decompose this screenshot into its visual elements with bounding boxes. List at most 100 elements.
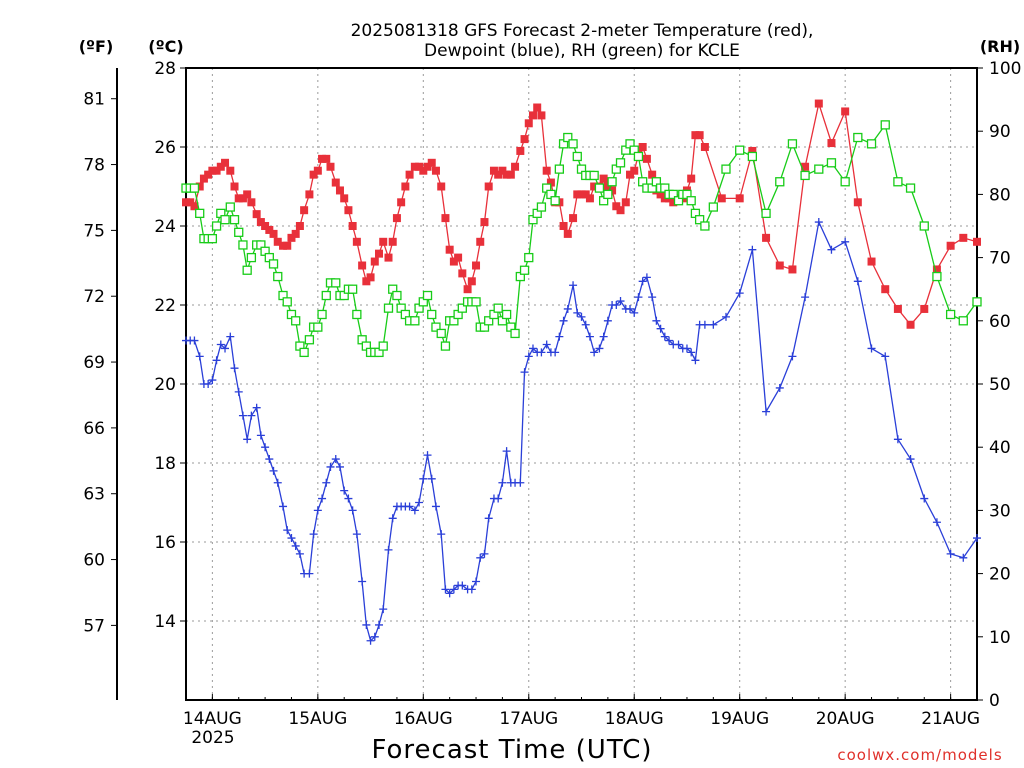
dewpoint-point: [370, 632, 379, 641]
temperature-point: [472, 261, 481, 270]
temperature-point: [186, 198, 195, 207]
fahrenheit-tick-label: 66: [83, 419, 105, 439]
temperature-point: [313, 166, 322, 175]
temperature-point: [687, 174, 696, 183]
temperature-point: [362, 277, 371, 286]
rh-point: [510, 328, 520, 339]
celsius-axis-unit: (ºC): [148, 37, 183, 56]
dewpoint-point: [973, 534, 981, 543]
dewpoint-point: [959, 553, 968, 562]
rh-point: [331, 278, 341, 288]
temperature-point: [524, 119, 533, 128]
dewpoint-point: [520, 368, 529, 377]
rh-point: [668, 189, 678, 200]
dewpoint-point: [480, 549, 489, 558]
temperature-point: [300, 206, 309, 215]
rh-point: [501, 309, 512, 320]
temperature-point: [397, 198, 406, 207]
rh-point: [800, 170, 810, 181]
temperature-point: [384, 253, 393, 262]
temperature-point: [695, 131, 704, 140]
temperature-point: [216, 162, 225, 171]
dewpoint-point: [920, 494, 929, 503]
temperature-point: [946, 241, 955, 250]
rh-point: [905, 183, 916, 193]
rh-point: [594, 183, 605, 193]
rh-tick-label: 80: [989, 185, 1011, 205]
rh-point: [686, 196, 696, 206]
x-axis-title: Forecast Time (UTC): [371, 735, 652, 765]
temperature-point: [559, 222, 568, 230]
temperature-point: [208, 166, 217, 175]
temperature-point: [405, 170, 414, 179]
rh-point: [422, 290, 433, 301]
x-tick-label: 14AUG: [183, 709, 242, 729]
fahrenheit-tick-label: 78: [83, 156, 105, 176]
dewpoint-point: [665, 336, 674, 345]
temperature-point: [801, 162, 810, 171]
temperature-point: [344, 206, 353, 215]
dewpoint-point: [204, 380, 213, 388]
dewpoint-point: [313, 506, 322, 515]
dewpoint-point: [195, 352, 204, 361]
dewpoint-point: [542, 340, 551, 349]
temperature-point: [563, 229, 572, 238]
temperature-point: [358, 261, 367, 270]
rh-point: [436, 328, 446, 339]
temperature-point: [577, 190, 586, 199]
dewpoint-point: [256, 431, 265, 440]
temperature-point: [265, 225, 274, 234]
rh-axis-unit: (RH): [980, 37, 1020, 56]
dewpoint-point: [226, 332, 235, 341]
dewpoint-point: [305, 569, 314, 578]
rh-point: [378, 341, 388, 351]
rh-point: [189, 183, 200, 193]
temperature-point: [827, 139, 836, 148]
dewpoint-point: [634, 293, 643, 302]
rh-point: [589, 170, 599, 181]
temperature-point: [252, 210, 261, 219]
rh-point: [273, 271, 283, 282]
rh-point: [550, 196, 560, 206]
rh-point: [242, 265, 252, 275]
rh-tick-label: 10: [989, 628, 1011, 648]
temperature-point: [256, 218, 265, 227]
rh-point: [615, 158, 626, 168]
dewpoint-point: [528, 344, 537, 353]
rh-tick-label: 0: [989, 691, 1000, 711]
dewpoint-point: [221, 344, 230, 353]
temperature-point: [458, 269, 467, 278]
dewpoint-point: [494, 494, 503, 503]
rh-tick-label: 20: [989, 565, 1011, 585]
rh-point: [826, 158, 837, 168]
temperature-point: [616, 206, 625, 215]
temperature-point: [906, 320, 915, 329]
dewpoint-point: [867, 344, 876, 353]
dewpoint-point: [853, 277, 862, 286]
dewpoint-point: [449, 585, 458, 594]
series-layer: [181, 99, 982, 645]
dewpoint-point: [472, 577, 481, 586]
rh-point: [700, 221, 710, 231]
temperature-point: [221, 158, 230, 167]
dewpoint-point: [687, 348, 696, 357]
x-tick-label: 16AUG: [394, 709, 453, 729]
dewpoint-point: [230, 364, 239, 373]
temperature-point: [599, 174, 608, 183]
temperature-point: [717, 194, 726, 203]
dewpoint-point: [906, 455, 915, 464]
temperature-point: [269, 229, 278, 238]
rh-point: [563, 132, 573, 143]
dewpoint-point: [279, 502, 288, 511]
dewpoint-point: [674, 340, 683, 349]
dewpoint-point: [721, 312, 730, 321]
temperature-point: [335, 186, 344, 195]
rh-point: [607, 177, 617, 187]
rh-point: [958, 316, 968, 326]
temperature-point: [630, 166, 639, 175]
temperature-point: [735, 194, 744, 203]
dewpoint-point: [551, 348, 560, 357]
temperature-point: [326, 162, 335, 171]
temperature-point: [881, 285, 890, 294]
rh-point: [440, 341, 451, 351]
